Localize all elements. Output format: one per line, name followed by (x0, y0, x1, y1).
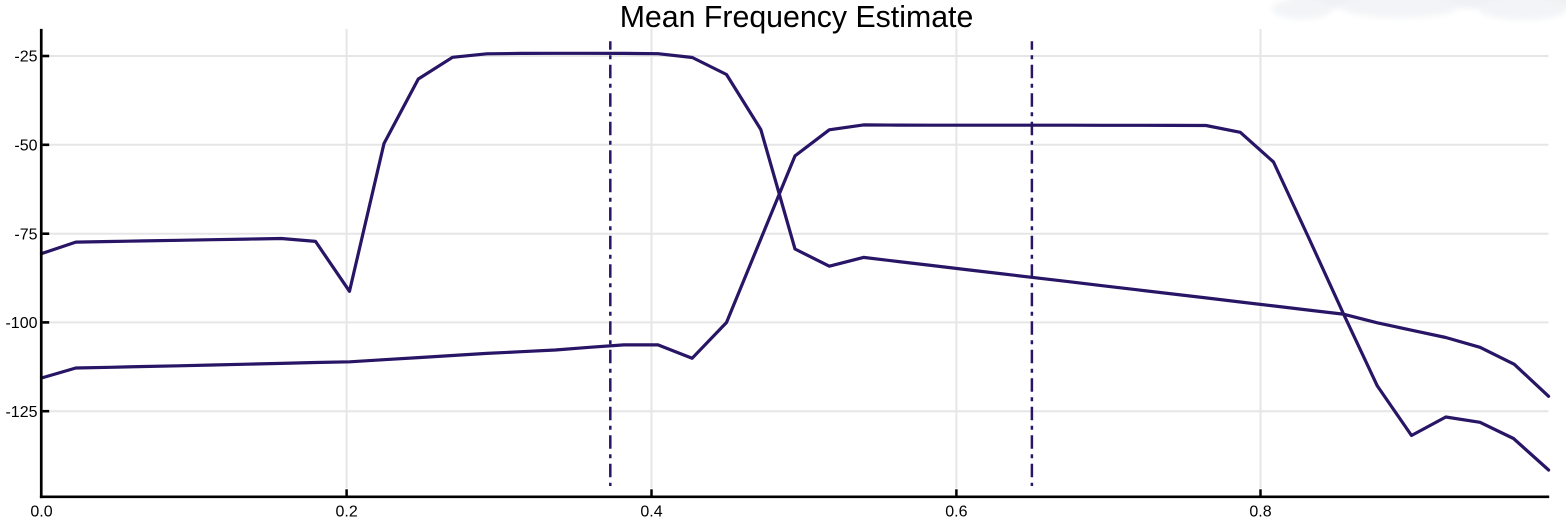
svg-text:-100: -100 (5, 315, 37, 332)
svg-text:-25: -25 (14, 49, 37, 66)
svg-text:0.4: 0.4 (640, 503, 662, 517)
svg-text:Mean Frequency Estimate: Mean Frequency Estimate (620, 1, 974, 34)
svg-text:0.8: 0.8 (1249, 503, 1271, 517)
svg-text:-125: -125 (5, 404, 37, 421)
svg-text:0.6: 0.6 (945, 503, 967, 517)
svg-text:-75: -75 (14, 226, 37, 243)
svg-text:0.2: 0.2 (335, 503, 357, 517)
svg-text:-50: -50 (14, 138, 37, 155)
svg-text:0.0: 0.0 (30, 503, 52, 517)
